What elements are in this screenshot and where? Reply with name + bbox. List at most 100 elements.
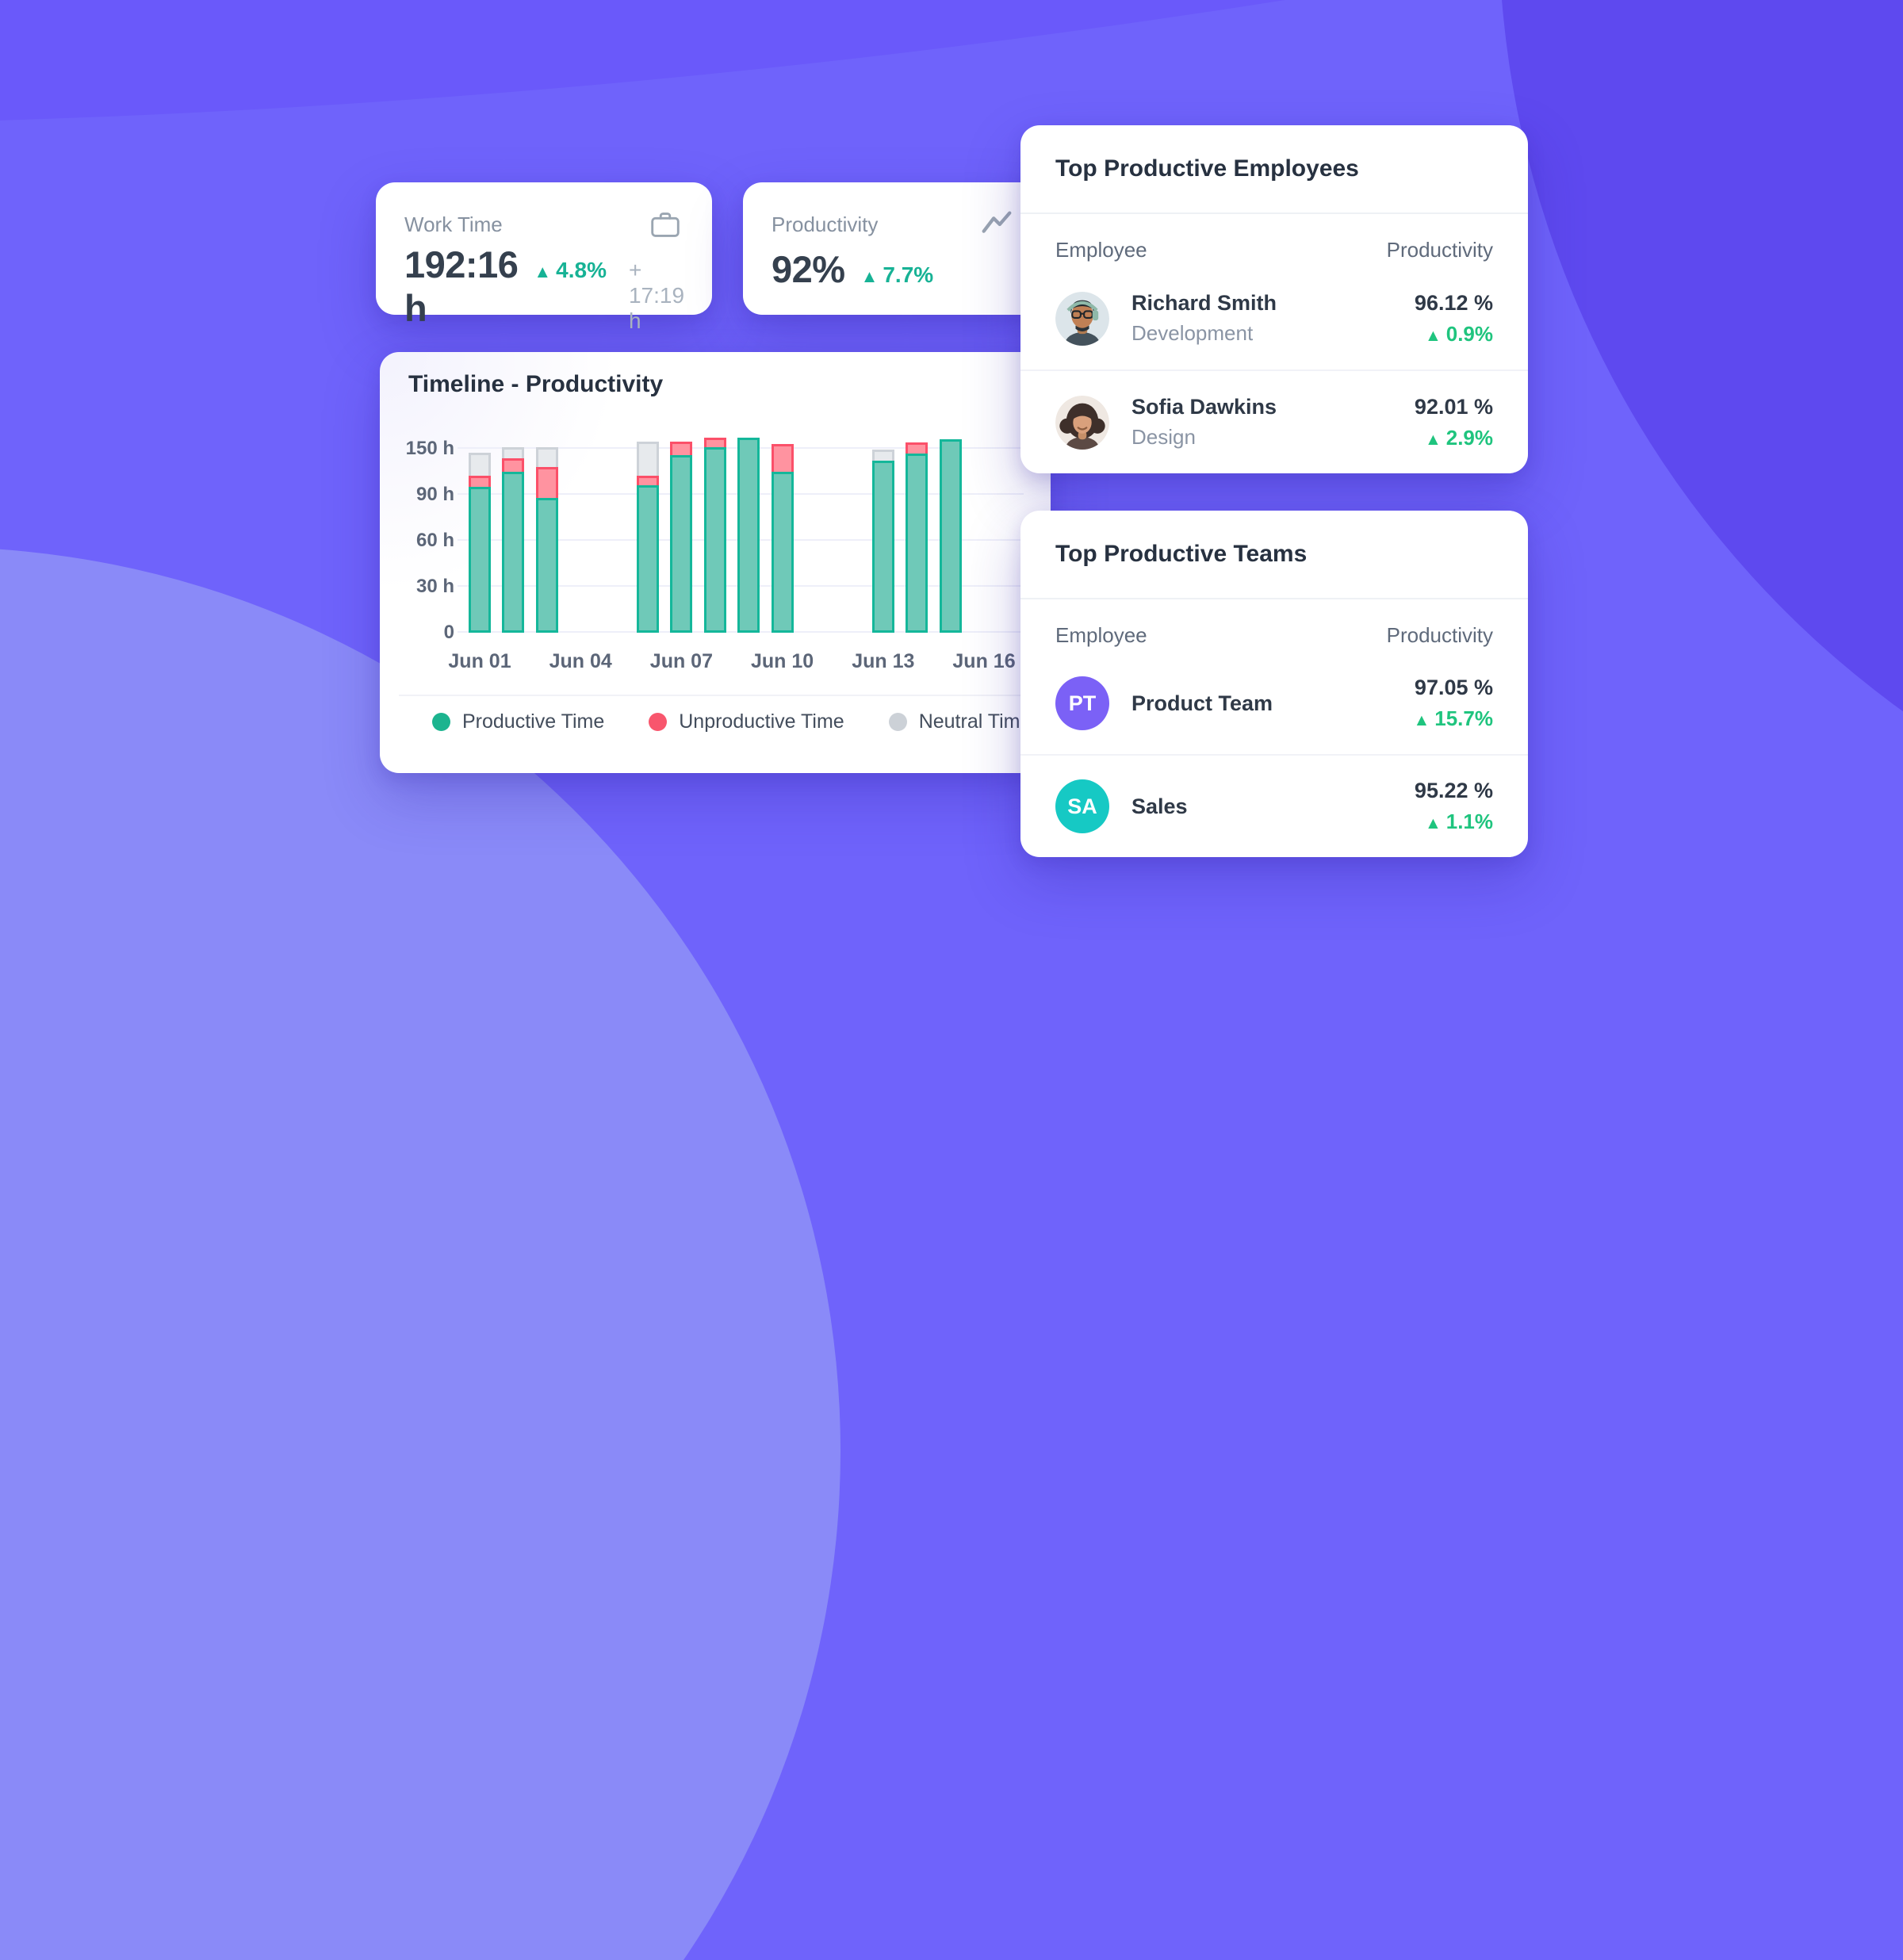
bar-jun-08[interactable]: [703, 438, 726, 633]
team-productivity-value: 97.05 %: [1414, 676, 1493, 699]
productivity-delta: ▲ 7.7%: [860, 262, 934, 287]
bar-jun-14[interactable]: [906, 442, 929, 633]
teams-col-productivity: Productivity: [1386, 623, 1493, 647]
legend-label: Unproductive Time: [679, 710, 844, 733]
x-tick-label: Jun 16: [952, 650, 1016, 672]
x-tick-label: Jun 07: [649, 650, 713, 672]
bar-jun-07[interactable]: [670, 442, 693, 633]
segment-productive-time[interactable]: [502, 472, 525, 633]
employee-name: Richard Smith: [1131, 291, 1277, 315]
segment-unproductive-time[interactable]: [703, 438, 726, 447]
segment-unproductive-time[interactable]: [502, 458, 525, 472]
bar-jun-02[interactable]: [502, 447, 525, 633]
segment-productive-time[interactable]: [469, 487, 491, 633]
bar-jun-03[interactable]: [535, 447, 558, 633]
team-productivity-delta: ▲ 1.1%: [1424, 810, 1493, 833]
segment-unproductive-time[interactable]: [670, 442, 693, 455]
y-tick-label: 60 h: [415, 530, 454, 551]
segment-neutral-time[interactable]: [871, 450, 894, 461]
segment-productive-time[interactable]: [939, 439, 962, 633]
avatar-richard-smith: [1055, 291, 1109, 346]
up-arrow-icon: ▲: [1424, 430, 1442, 449]
up-arrow-icon: ▲: [534, 262, 552, 281]
legend-item-neutral-time[interactable]: Neutral Time: [888, 710, 1032, 733]
segment-unproductive-time[interactable]: [469, 476, 491, 487]
top-productive-teams-card: Top Productive Teams Employee Productivi…: [1020, 511, 1528, 857]
team-row-product-team[interactable]: PT Product Team 97.05 % ▲ 15.7%: [1020, 653, 1528, 754]
legend-label: Neutral Time: [918, 710, 1032, 733]
team-productivity-delta: ▲ 15.7%: [1413, 706, 1493, 730]
y-tick-label: 30 h: [415, 576, 454, 597]
avatar-product-team: PT: [1055, 676, 1109, 730]
chart-legend-divider: [399, 695, 1032, 696]
segment-neutral-time[interactable]: [535, 447, 558, 467]
row-divider: [1020, 369, 1528, 371]
segment-neutral-time[interactable]: [502, 447, 525, 458]
employee-row-richard-smith[interactable]: Richard Smith Development 96.12 % ▲ 0.9%: [1020, 267, 1528, 369]
avatar-sales: SA: [1055, 779, 1109, 833]
up-arrow-icon: ▲: [860, 266, 879, 286]
y-tick-label: 0: [443, 622, 454, 643]
chart-legend: Productive Time Unproductive Time Neutral …: [432, 710, 1031, 733]
chart-plot-area: Jun 01 Jun 04 Jun 07 Jun 10 Jun 13 Jun 16: [448, 384, 1024, 672]
y-tick-label: 150 h: [405, 438, 454, 459]
y-tick-label: 90 h: [415, 484, 454, 505]
team-row-sales[interactable]: SA Sales 95.22 % ▲ 1.1%: [1020, 756, 1528, 857]
segment-productive-time[interactable]: [871, 461, 894, 633]
legend-dot-icon: [432, 713, 450, 731]
employee-productivity-value: 92.01 %: [1414, 394, 1493, 419]
segment-productive-time[interactable]: [771, 472, 794, 633]
employee-team: Design: [1131, 425, 1196, 449]
bar-jun-01[interactable]: [469, 453, 491, 633]
employees-col-employee: Employee: [1055, 238, 1147, 262]
productivity-value: 92%: [772, 248, 845, 290]
segment-unproductive-time[interactable]: [535, 467, 558, 498]
teams-col-employee: Employee: [1055, 623, 1147, 647]
employee-productivity-delta: ▲ 0.9%: [1424, 321, 1493, 346]
legend-item-productive-time[interactable]: Productive Time: [432, 710, 604, 733]
legend-dot-icon: [649, 713, 668, 731]
trend-icon: [978, 206, 1015, 243]
segment-productive-time[interactable]: [535, 498, 558, 633]
employee-team: Development: [1131, 321, 1254, 345]
segment-neutral-time[interactable]: [469, 453, 491, 476]
team-name: Sales: [1131, 794, 1188, 818]
top-productive-employees-card: Top Productive Employees Employee Produc…: [1020, 125, 1528, 473]
chart-title: Timeline - Productivity: [408, 371, 664, 397]
bar-jun-10[interactable]: [771, 444, 794, 633]
segment-unproductive-time[interactable]: [771, 444, 794, 472]
productivity-card: Productivity 92% ▲ 7.7%: [743, 182, 1043, 315]
employee-productivity-delta: ▲ 2.9%: [1424, 425, 1493, 450]
segment-productive-time[interactable]: [670, 455, 693, 633]
row-divider: [1020, 754, 1528, 756]
chart-y-axis: 150 h 90 h 60 h 30 h 0: [385, 384, 454, 643]
bar-jun-06[interactable]: [637, 442, 659, 633]
employee-name: Sofia Dawkins: [1131, 395, 1277, 419]
employee-row-sofia-dawkins[interactable]: Sofia Dawkins Design 92.01 % ▲ 2.9%: [1020, 371, 1528, 473]
segment-unproductive-time[interactable]: [906, 442, 929, 454]
legend-label: Productive Time: [462, 710, 605, 733]
segment-neutral-time[interactable]: [637, 442, 659, 476]
segment-productive-time[interactable]: [906, 454, 929, 633]
employees-col-productivity: Productivity: [1386, 238, 1493, 262]
team-name: Product Team: [1131, 691, 1273, 715]
background-curve-right: [1499, 0, 1903, 896]
bar-jun-13[interactable]: [871, 450, 894, 633]
up-arrow-icon: ▲: [1413, 711, 1430, 729]
avatar-sofia-dawkins: [1055, 395, 1109, 450]
timeline-productivity-card: Timeline - Productivity 150 h 90 h 60 h 30 …: [380, 352, 1051, 773]
legend-item-unproductive-time[interactable]: Unproductive Time: [649, 710, 844, 733]
bar-jun-09[interactable]: [737, 438, 760, 633]
employees-card-title: Top Productive Employees: [1055, 155, 1359, 182]
segment-productive-time[interactable]: [637, 485, 659, 633]
work-time-card: Work Time 192:16 h ▲ 4.8% + 17:19 h: [376, 182, 712, 333]
briefcase-icon: [647, 206, 683, 243]
work-time-extra-hours: + 17:19 h: [628, 258, 685, 333]
employee-productivity-value: 96.12 %: [1414, 290, 1493, 315]
up-arrow-icon: ▲: [1424, 814, 1442, 833]
x-tick-label: Jun 13: [852, 650, 915, 672]
segment-productive-time[interactable]: [737, 438, 760, 633]
bar-jun-15[interactable]: [939, 439, 962, 633]
segment-productive-time[interactable]: [703, 447, 726, 633]
segment-unproductive-time[interactable]: [637, 476, 659, 485]
